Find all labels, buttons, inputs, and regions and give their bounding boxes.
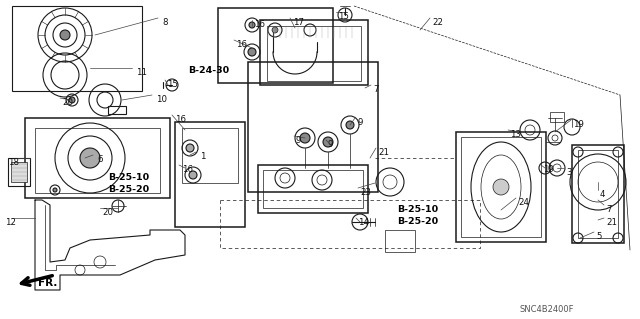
Text: 8: 8 (162, 18, 168, 27)
Text: 16: 16 (236, 40, 247, 49)
Text: B-24-30: B-24-30 (188, 66, 229, 75)
Bar (8, 158, 30, 186)
Text: 1: 1 (200, 152, 205, 161)
Circle shape (60, 30, 70, 40)
Circle shape (346, 121, 354, 129)
Bar (550, 112, 564, 122)
Text: 10: 10 (156, 95, 167, 104)
Circle shape (249, 22, 255, 28)
Text: 7: 7 (606, 205, 611, 214)
Circle shape (189, 171, 197, 179)
Text: 20: 20 (62, 98, 73, 107)
Bar (248, 62, 378, 192)
Bar (218, 8, 333, 83)
Text: B-25-20: B-25-20 (108, 185, 149, 194)
Circle shape (272, 27, 278, 33)
Text: 16: 16 (175, 115, 186, 124)
Text: 3: 3 (566, 168, 572, 177)
Text: 18: 18 (8, 158, 19, 167)
Text: 19: 19 (543, 165, 554, 174)
Bar (578, 150, 618, 238)
Circle shape (300, 133, 310, 143)
Bar (11, 162, 27, 182)
Text: 21: 21 (606, 218, 617, 227)
Text: 15: 15 (338, 12, 349, 21)
Text: SNC4B2400F: SNC4B2400F (520, 305, 575, 314)
Text: 23: 23 (360, 188, 371, 197)
Circle shape (186, 144, 194, 152)
Text: 21: 21 (378, 148, 389, 157)
Text: 14: 14 (358, 218, 369, 227)
Text: 9: 9 (328, 140, 333, 149)
Text: 16: 16 (254, 20, 265, 29)
Circle shape (53, 188, 57, 192)
Circle shape (69, 97, 75, 103)
Text: 12: 12 (5, 218, 16, 227)
Text: 19: 19 (573, 120, 584, 129)
Text: 13: 13 (510, 130, 521, 139)
Text: 6: 6 (97, 155, 102, 164)
Text: 16: 16 (182, 165, 193, 174)
Circle shape (493, 179, 509, 195)
Circle shape (248, 48, 256, 56)
Text: 7: 7 (373, 85, 378, 94)
Text: 15: 15 (167, 80, 178, 89)
Text: 9: 9 (357, 118, 362, 127)
Text: 5: 5 (596, 232, 602, 241)
Bar (182, 128, 238, 183)
Text: B-25-20: B-25-20 (397, 217, 438, 226)
Text: B-25-10: B-25-10 (397, 205, 438, 214)
Bar (263, 170, 363, 208)
Text: 9: 9 (296, 136, 301, 145)
Bar (572, 145, 624, 243)
Text: 22: 22 (432, 18, 443, 27)
Bar (267, 26, 361, 81)
Text: 17: 17 (293, 18, 304, 27)
Circle shape (323, 137, 333, 147)
Bar (25, 118, 170, 198)
Text: 24: 24 (518, 198, 529, 207)
Bar (461, 137, 541, 237)
Bar (108, 106, 126, 114)
Text: 11: 11 (136, 68, 147, 77)
Circle shape (80, 148, 100, 168)
Text: 20: 20 (102, 208, 113, 217)
Text: B-25-10: B-25-10 (108, 173, 149, 182)
Bar (260, 20, 368, 85)
Bar (35, 128, 160, 193)
Bar (258, 165, 368, 213)
Text: FR.: FR. (38, 278, 58, 288)
Text: 4: 4 (600, 190, 605, 199)
Bar (12, 6, 142, 91)
Bar (175, 122, 245, 227)
Bar (456, 132, 546, 242)
Bar (385, 230, 415, 252)
